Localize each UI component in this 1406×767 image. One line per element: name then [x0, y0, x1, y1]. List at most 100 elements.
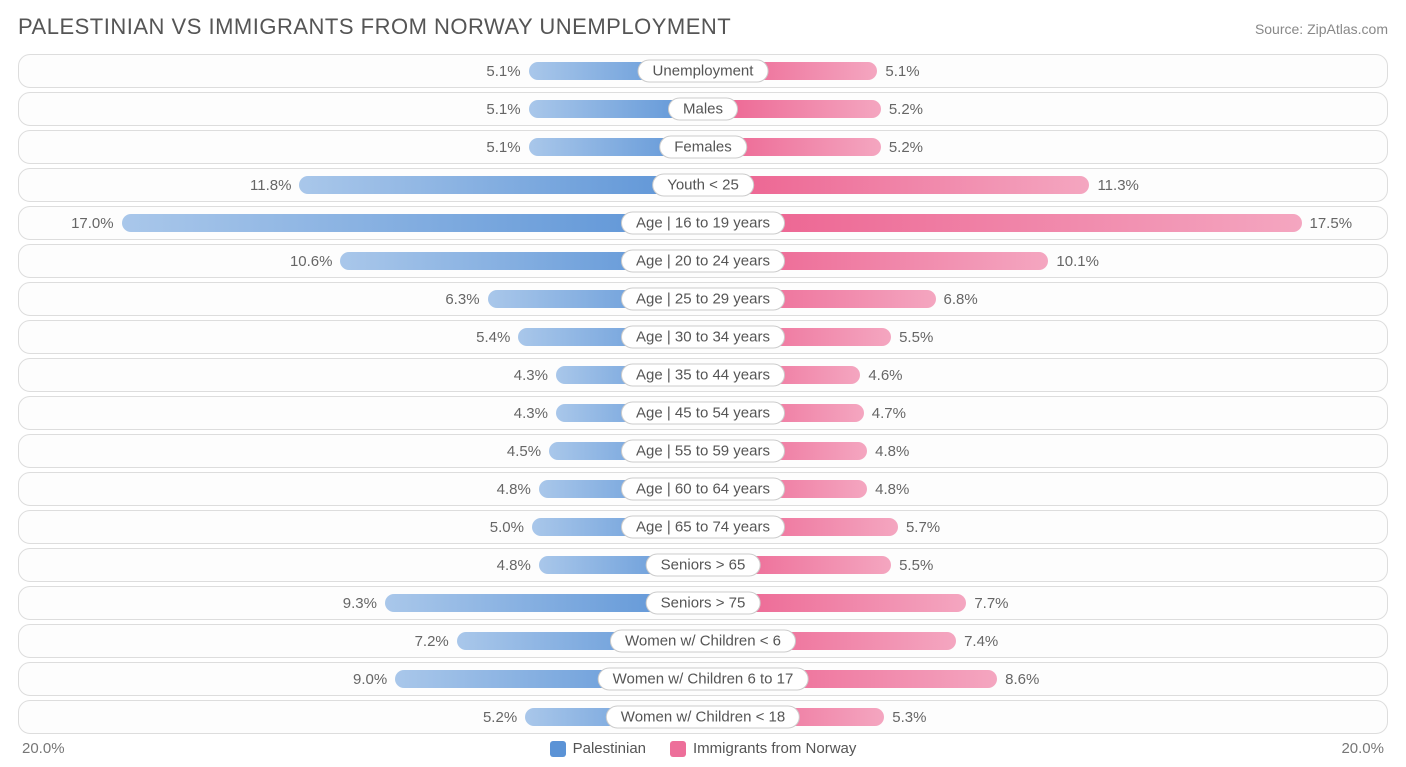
- row-left-half: 9.3%: [19, 587, 703, 619]
- chart-row: 10.6% 10.1% Age | 20 to 24 years: [18, 244, 1388, 278]
- left-value: 4.3%: [514, 405, 548, 422]
- left-value: 4.3%: [514, 367, 548, 384]
- legend-swatch-right: [670, 741, 686, 757]
- row-right-half: 4.8%: [703, 435, 1387, 467]
- chart-row: 4.8%4.8%Age | 60 to 64 years: [18, 472, 1388, 506]
- category-label: Age | 60 to 64 years: [621, 478, 785, 501]
- category-label: Males: [668, 98, 738, 121]
- row-left-half: 4.5%: [19, 435, 703, 467]
- row-right-half: 5.5%: [703, 549, 1387, 581]
- chart-row: 9.0% 8.6% Women w/ Children 6 to 17: [18, 662, 1388, 696]
- chart-title: PALESTINIAN VS IMMIGRANTS FROM NORWAY UN…: [18, 14, 731, 40]
- right-value: 5.2%: [889, 139, 923, 156]
- row-left-half: 4.3%: [19, 359, 703, 391]
- row-left-half: 17.0%: [19, 207, 703, 239]
- right-value: 5.1%: [885, 63, 919, 80]
- right-value: 5.3%: [892, 709, 926, 726]
- legend-swatch-left: [550, 741, 566, 757]
- right-value: 10.1%: [1056, 253, 1099, 270]
- right-bar: [703, 176, 1089, 194]
- row-right-half: 4.7%: [703, 397, 1387, 429]
- category-label: Seniors > 75: [646, 592, 761, 615]
- chart-row: 5.0% 5.7%Age | 65 to 74 years: [18, 510, 1388, 544]
- left-value: 7.2%: [415, 633, 449, 650]
- left-value: 9.3%: [343, 595, 377, 612]
- row-right-half: 10.1%: [703, 245, 1387, 277]
- right-value: 6.8%: [944, 291, 978, 308]
- row-left-half: 5.1%: [19, 55, 703, 87]
- row-right-half: 5.3%: [703, 701, 1387, 733]
- category-label: Women w/ Children < 18: [606, 706, 800, 729]
- right-value: 5.5%: [899, 329, 933, 346]
- row-right-half: 6.8%: [703, 283, 1387, 315]
- chart-row: 17.0%17.5%Age | 16 to 19 years: [18, 206, 1388, 240]
- row-right-half: 5.2%: [703, 131, 1387, 163]
- row-right-half: 5.5%: [703, 321, 1387, 353]
- right-value: 17.5%: [1310, 215, 1353, 232]
- left-value: 4.5%: [507, 443, 541, 460]
- row-right-half: 5.7%: [703, 511, 1387, 543]
- right-value: 11.3%: [1097, 177, 1138, 194]
- left-value: 9.0%: [353, 671, 387, 688]
- chart-row: 11.8% 11.3% Youth < 25: [18, 168, 1388, 202]
- row-left-half: 5.2%: [19, 701, 703, 733]
- row-left-half: 5.0%: [19, 511, 703, 543]
- right-value: 4.8%: [875, 443, 909, 460]
- left-bar: [299, 176, 703, 194]
- right-bar: [703, 214, 1302, 232]
- row-left-half: 5.4%: [19, 321, 703, 353]
- axis-max-left: 20.0%: [22, 740, 65, 757]
- chart-footer: 20.0% Palestinian Immigrants from Norway…: [18, 740, 1388, 757]
- header: PALESTINIAN VS IMMIGRANTS FROM NORWAY UN…: [18, 14, 1388, 40]
- row-left-half: 10.6%: [19, 245, 703, 277]
- chart-row: 4.3% 4.7%Age | 45 to 54 years: [18, 396, 1388, 430]
- row-left-half: 5.1%: [19, 93, 703, 125]
- category-label: Age | 20 to 24 years: [621, 250, 785, 273]
- chart-row: 5.4%5.5%Age | 30 to 34 years: [18, 320, 1388, 354]
- left-value: 5.1%: [486, 139, 520, 156]
- left-value: 5.2%: [483, 709, 517, 726]
- category-label: Age | 35 to 44 years: [621, 364, 785, 387]
- right-value: 8.6%: [1005, 671, 1039, 688]
- row-left-half: 4.8%: [19, 473, 703, 505]
- chart-row: 9.3% 7.7% Seniors > 75: [18, 586, 1388, 620]
- category-label: Women w/ Children 6 to 17: [598, 668, 809, 691]
- row-left-half: 6.3%: [19, 283, 703, 315]
- chart-row: 4.5% 4.8% Age | 55 to 59 years: [18, 434, 1388, 468]
- row-right-half: 5.1%: [703, 55, 1387, 87]
- left-value: 11.8%: [250, 177, 291, 194]
- row-left-half: 11.8%: [19, 169, 703, 201]
- row-left-half: 5.1%: [19, 131, 703, 163]
- source-label: Source: ZipAtlas.com: [1255, 21, 1388, 37]
- category-label: Seniors > 65: [646, 554, 761, 577]
- chart-row: 4.8% 5.5% Seniors > 65: [18, 548, 1388, 582]
- chart-row: 5.1%5.2%Females: [18, 130, 1388, 164]
- right-value: 5.5%: [899, 557, 933, 574]
- row-right-half: 17.5%: [703, 207, 1387, 239]
- left-value: 5.1%: [486, 63, 520, 80]
- category-label: Youth < 25: [652, 174, 754, 197]
- category-label: Unemployment: [638, 60, 769, 83]
- left-bar: [122, 214, 703, 232]
- category-label: Age | 45 to 54 years: [621, 402, 785, 425]
- left-value: 4.8%: [497, 557, 531, 574]
- left-value: 10.6%: [290, 253, 333, 270]
- chart-row: 4.3%4.6%Age | 35 to 44 years: [18, 358, 1388, 392]
- chart-row: 5.2% 5.3% Women w/ Children < 18: [18, 700, 1388, 734]
- category-label: Age | 55 to 59 years: [621, 440, 785, 463]
- legend-label-right: Immigrants from Norway: [693, 740, 856, 757]
- legend-label-left: Palestinian: [573, 740, 646, 757]
- left-value: 5.0%: [490, 519, 524, 536]
- diverging-bar-chart: 5.1%5.1%Unemployment5.1%5.2%Males5.1%5.2…: [18, 54, 1388, 734]
- row-right-half: 4.8%: [703, 473, 1387, 505]
- right-value: 7.4%: [964, 633, 998, 650]
- left-value: 5.1%: [486, 101, 520, 118]
- category-label: Age | 65 to 74 years: [621, 516, 785, 539]
- category-label: Women w/ Children < 6: [610, 630, 796, 653]
- legend: Palestinian Immigrants from Norway: [550, 740, 857, 757]
- chart-row: 5.1%5.2%Males: [18, 92, 1388, 126]
- legend-item-right: Immigrants from Norway: [670, 740, 856, 757]
- left-value: 6.3%: [445, 291, 479, 308]
- row-left-half: 4.8%: [19, 549, 703, 581]
- right-value: 7.7%: [974, 595, 1008, 612]
